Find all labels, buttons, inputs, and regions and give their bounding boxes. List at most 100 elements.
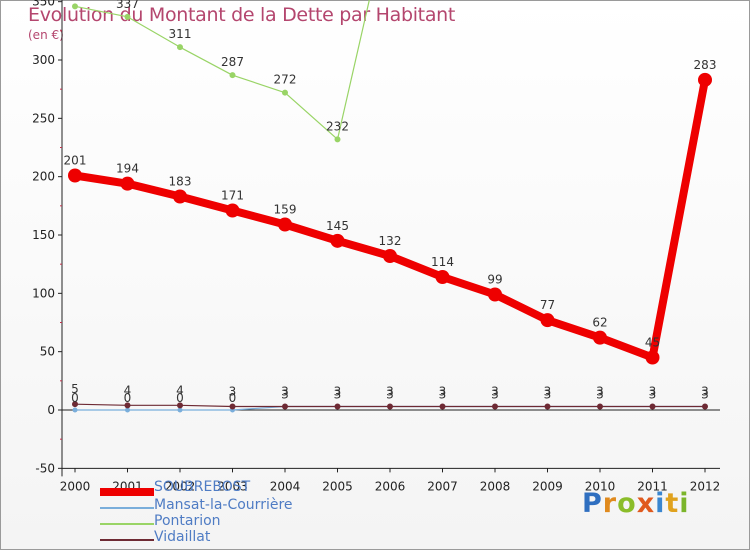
data-label-soubrebost: 183 — [169, 175, 192, 189]
data-label-soubrebost: 171 — [221, 189, 244, 203]
data-point-vidaillat — [282, 403, 288, 410]
data-label-mansat: 0 — [124, 391, 132, 405]
y-tick-label: 0 — [47, 403, 55, 417]
data-label-mansat: 3 — [281, 388, 289, 402]
data-label-mansat: 3 — [491, 388, 499, 402]
x-tick-label: 2002 — [165, 479, 196, 493]
x-tick-label: 2006 — [375, 479, 406, 493]
data-label-pontarion: 311 — [169, 27, 192, 41]
y-tick-label: 300 — [32, 53, 55, 67]
data-label-vidaillat: 3 — [491, 385, 499, 399]
x-tick-label: 2004 — [270, 479, 301, 493]
x-tick-label: 2003 — [217, 479, 248, 493]
data-label-vidaillat: 3 — [386, 385, 394, 399]
x-tick-label: 2010 — [585, 479, 616, 493]
data-point-vidaillat — [544, 403, 551, 410]
legend-swatch — [100, 507, 154, 509]
legend-label: SOUBREBOST — [154, 479, 251, 495]
data-point-pontarion — [334, 136, 341, 143]
series-line-soubrebost — [74, 79, 709, 362]
data-label-soubrebost: 283 — [694, 58, 717, 72]
data-point-vidaillat — [702, 403, 708, 410]
data-point-vidaillat — [387, 403, 393, 410]
data-point-vidaillat — [649, 403, 656, 410]
data-label-vidaillat: 3 — [596, 385, 604, 399]
data-label-mansat: 0 — [229, 391, 237, 405]
data-point-soubrebost — [488, 287, 502, 302]
data-label-mansat: 3 — [649, 388, 657, 402]
data-label-vidaillat: 5 — [71, 382, 79, 396]
series-line-pontarion — [74, 0, 370, 140]
data-point-pontarion — [177, 44, 183, 51]
data-point-vidaillat — [492, 403, 498, 410]
x-tick-label: 2011 — [637, 479, 668, 493]
data-label-vidaillat: 4 — [124, 383, 132, 397]
data-label-soubrebost: 99 — [487, 273, 502, 287]
data-label-mansat: 3 — [439, 388, 447, 402]
data-label-pontarion: 232 — [326, 119, 349, 133]
data-label-mansat: 0 — [176, 391, 184, 405]
x-tick-label: 2012 — [690, 479, 721, 493]
legend-label: Mansat-la-Courrière — [154, 497, 293, 513]
data-point-vidaillat — [177, 402, 183, 409]
data-label-vidaillat: 4 — [176, 383, 184, 397]
data-point-pontarion — [229, 72, 236, 79]
data-label-mansat: 3 — [701, 388, 709, 402]
legend-swatch — [100, 539, 154, 541]
data-label-vidaillat: 3 — [334, 385, 342, 399]
data-label-soubrebost: 62 — [592, 316, 607, 330]
legend-swatch — [100, 523, 154, 525]
data-point-soubrebost — [698, 72, 712, 87]
legend-label: Pontarion — [154, 513, 221, 529]
y-tick-label: 50 — [40, 345, 55, 359]
data-point-soubrebost — [593, 330, 607, 345]
data-point-soubrebost — [645, 350, 660, 365]
data-point-soubrebost — [225, 203, 240, 218]
data-label-vidaillat: 3 — [281, 385, 289, 399]
data-point-vidaillat — [597, 403, 603, 410]
data-point-pontarion — [282, 89, 288, 96]
x-tick-label: 2009 — [532, 479, 563, 493]
y-tick-label: 200 — [32, 170, 55, 184]
data-point-pontarion — [124, 13, 131, 20]
data-point-soubrebost — [435, 270, 450, 284]
data-point-vidaillat — [439, 403, 446, 410]
data-point-soubrebost — [120, 176, 135, 191]
data-label-soubrebost: 145 — [326, 219, 349, 233]
data-point-soubrebost — [173, 189, 187, 204]
data-label-soubrebost: 194 — [116, 162, 139, 176]
data-point-mansat — [125, 407, 130, 413]
legend-label: Vidaillat — [154, 529, 211, 545]
data-point-pontarion — [72, 3, 78, 10]
data-point-soubrebost — [330, 233, 345, 248]
x-tick-label: 2007 — [427, 479, 458, 493]
data-label-mansat: 0 — [71, 391, 79, 405]
data-label-pontarion: 337 — [116, 0, 139, 11]
y-tick-label: 100 — [32, 286, 55, 300]
data-point-vidaillat — [229, 403, 236, 410]
data-label-vidaillat: 3 — [701, 385, 709, 399]
data-label-mansat: 3 — [596, 388, 604, 402]
data-label-soubrebost: 114 — [431, 255, 454, 269]
data-point-soubrebost — [383, 249, 397, 263]
x-tick-label: 2000 — [60, 479, 91, 493]
data-label-soubrebost: 159 — [274, 203, 297, 217]
data-label-vidaillat: 3 — [649, 385, 657, 399]
data-label-mansat: 3 — [386, 388, 394, 402]
legend-swatch — [100, 488, 154, 496]
data-label-vidaillat: 3 — [229, 385, 237, 399]
data-point-vidaillat — [124, 402, 131, 409]
data-label-soubrebost: 77 — [540, 298, 555, 312]
data-point-vidaillat — [72, 401, 78, 408]
proxiti-logo: Proxiti — [582, 488, 690, 519]
data-point-soubrebost — [68, 168, 82, 183]
data-label-vidaillat: 3 — [439, 385, 447, 399]
data-point-soubrebost — [540, 313, 555, 328]
y-tick-label: 150 — [32, 228, 55, 242]
unit-label: (en €) — [28, 28, 64, 42]
data-label-mansat: 3 — [334, 388, 342, 402]
data-point-mansat — [177, 407, 183, 413]
data-label-soubrebost: 132 — [379, 234, 402, 248]
